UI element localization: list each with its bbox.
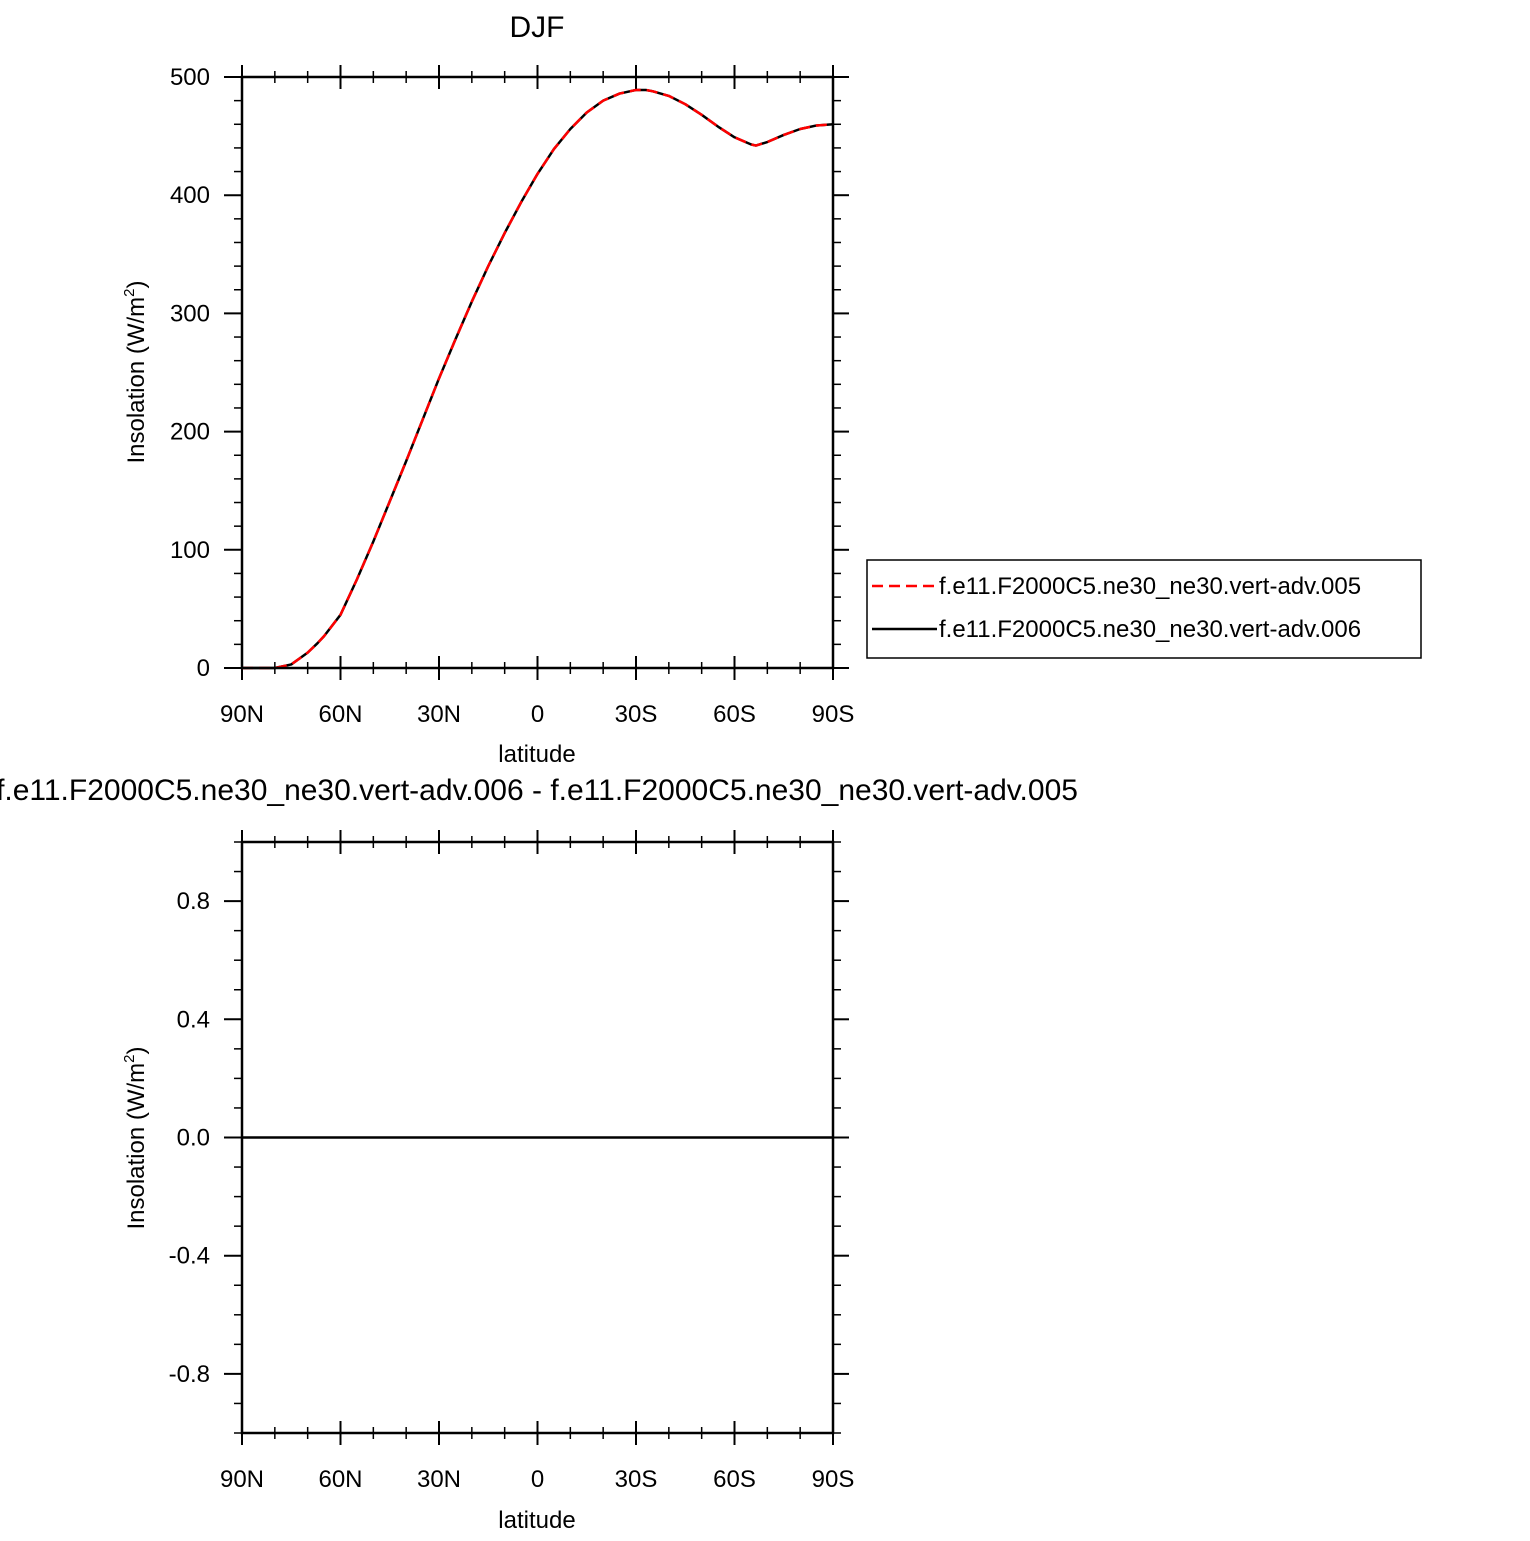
legend: f.e11.F2000C5.ne30_ne30.vert-adv.005 f.e… [866,559,1422,659]
top-x-tick-label: 60N [318,701,362,728]
bottom-y-axis-label: Insolation (W/m2) [121,1046,150,1229]
bottom-y-tick-label: 0.4 [177,1006,210,1033]
bottom-x-axis-label: latitude [498,1507,575,1534]
bottom-ticks: 90N 60N 30N 0 30S 60S 90S -0.8 -0.4 0.0 0.4 0.8 [169,830,855,1493]
bottom-x-tick-label: 0 [531,1466,544,1493]
top-x-tick-label: 90S [812,701,855,728]
bottom-x-tick-label: 90S [812,1466,855,1493]
top-y-tick-label: 300 [170,300,210,327]
bottom-y-tick-label: -0.4 [169,1243,210,1270]
top-y-tick-label: 100 [170,537,210,564]
bottom-x-tick-label: 30N [417,1466,461,1493]
top-series-group [242,88,834,670]
bottom-y-tick-label: 0.0 [177,1125,210,1152]
bottom-x-tick-label: 60N [318,1466,362,1493]
top-x-tick-label: 0 [531,701,544,728]
bottom-y-tick-label: -0.8 [169,1361,210,1388]
top-x-axis-label: latitude [498,741,575,768]
top-y-axis-label-main: Insolation (W/m [123,297,150,464]
legend-label-series-2: f.e11.F2000C5.ne30_ne30.vert-adv.006 [939,616,1361,643]
top-y-tick-label: 400 [170,182,210,209]
bottom-x-tick-label: 60S [713,1466,756,1493]
top-y-tick-label: 500 [170,64,210,91]
top-x-tick-label: 60S [713,701,756,728]
panel-bottom: f.e11.F2000C5.ne30_ne30.vert-adv.006 - f… [0,774,1078,1534]
bottom-y-axis-label-close: ) [123,1046,150,1054]
top-y-tick-label: 200 [170,419,210,446]
bottom-y-axis-label-sup: 2 [121,1054,138,1062]
top-plot-frame [240,75,835,670]
bottom-y-tick-label: 0.8 [177,888,210,915]
bottom-x-tick-label: 30S [615,1466,658,1493]
top-x-tick-label: 30N [417,701,461,728]
chart-title-top: DJF [510,11,565,44]
bottom-plot-frame [240,840,835,1435]
legend-box [866,559,1422,659]
chart-title-bottom: f.e11.F2000C5.ne30_ne30.vert-adv.006 - f… [0,774,1078,807]
top-ticks: 90N 60N 30N 0 30S 60S 90S 0 100 200 300 400 500 [170,64,854,728]
top-y-axis-label-sup: 2 [121,288,138,296]
top-y-axis-label: Insolation (W/m2) [121,280,150,463]
bottom-y-axis-label-main: Insolation (W/m [123,1063,150,1230]
top-series-line-2 [242,88,834,670]
top-x-tick-label: 30S [615,701,658,728]
panel-top: DJF 90N 60N 30N 0 30S 60S 90S0100200300400500 … [121,11,854,768]
top-series-line-1 [242,88,834,670]
bottom-x-tick-label: 90N [220,1466,264,1493]
top-y-axis-label-close: ) [123,280,150,288]
legend-label-series-1: f.e11.F2000C5.ne30_ne30.vert-adv.005 [939,573,1361,600]
top-y-tick-label: 0 [197,655,210,682]
top-x-tick-label: 90N [220,701,264,728]
